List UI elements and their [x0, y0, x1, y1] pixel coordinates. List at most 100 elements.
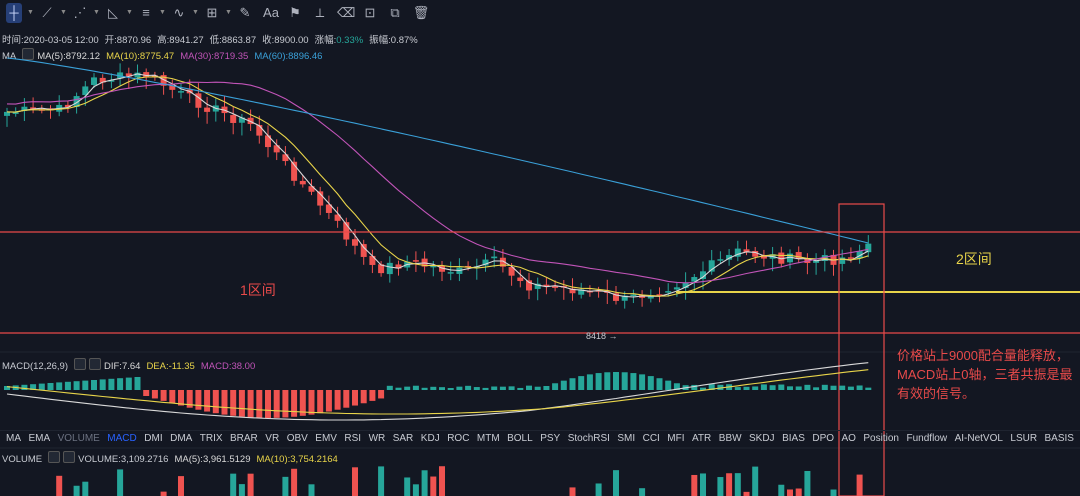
close-icon[interactable]: [63, 451, 76, 463]
tab-sar[interactable]: SAR: [392, 433, 414, 444]
settings-icon[interactable]: [48, 451, 61, 463]
brush-icon[interactable]: ✎: [239, 5, 251, 20]
tab-trix[interactable]: TRIX: [199, 433, 223, 444]
tab-ema[interactable]: EMA: [28, 433, 51, 444]
settings-icon[interactable]: [74, 358, 86, 370]
chevron-down-icon[interactable]: ▼: [60, 9, 67, 16]
tab-ma[interactable]: MA: [6, 433, 21, 444]
candle-body: [360, 244, 367, 257]
tab-macd[interactable]: MACD: [107, 433, 137, 444]
ma5-line: [6, 73, 869, 298]
candle-body: [482, 259, 489, 266]
candle-body: [691, 277, 698, 282]
tab-brar[interactable]: BRAR: [230, 433, 258, 444]
macd-histogram-bar: [404, 386, 411, 390]
tab-smi[interactable]: SMI: [617, 433, 636, 444]
trend-line-icon[interactable]: ⟋: [42, 5, 52, 20]
candle-body: [673, 287, 680, 290]
macd-histogram-bar: [621, 372, 628, 390]
macd-histogram-bar: [256, 390, 263, 418]
measure-icon[interactable]: ⊞: [206, 5, 218, 20]
tab-lsur[interactable]: LSUR: [1010, 433, 1038, 444]
candle-body: [700, 271, 706, 279]
ruler-icon[interactable]: ⟂: [315, 5, 325, 20]
candle-body: [4, 111, 10, 116]
tab-wr[interactable]: WR: [368, 433, 386, 444]
trash-icon[interactable]: 🗑: [412, 5, 430, 20]
tab-dma[interactable]: DMA: [170, 433, 193, 444]
macd-histogram-bar: [665, 380, 672, 390]
macd-histogram-bar: [178, 390, 184, 406]
tab-bbw[interactable]: BBW: [718, 433, 742, 444]
eraser-icon[interactable]: ⌫: [337, 5, 356, 20]
marker-icon[interactable]: ⚑: [289, 5, 301, 20]
close-icon[interactable]: [89, 358, 101, 370]
lines-icon[interactable]: ≡: [142, 5, 150, 20]
macd-histogram-bar: [752, 386, 759, 390]
volume-legend-label[interactable]: VOLUME: [2, 454, 43, 465]
ma-legend: MA MA(5):8792.12 MA(10):8775.47 MA(30):8719…: [2, 48, 328, 62]
tab-fundflow[interactable]: Fundflow: [906, 433, 948, 444]
tab-stochrsi[interactable]: StochRSI: [567, 433, 610, 444]
tab-volume[interactable]: VOLUME: [57, 433, 100, 444]
tab-roc[interactable]: ROC: [447, 433, 470, 444]
tab-ai-netvol[interactable]: AI-NetVOL: [954, 433, 1003, 444]
tab-obv[interactable]: OBV: [286, 433, 308, 444]
tab-mtm[interactable]: MTM: [476, 433, 500, 444]
ma-legend-label[interactable]: MA: [2, 51, 17, 62]
tab-skdj[interactable]: SKDJ: [749, 433, 775, 444]
macd-histogram-bar: [734, 387, 741, 390]
tab-cci[interactable]: CCI: [642, 433, 660, 444]
volume-bar: [595, 483, 602, 496]
macd-legend-label[interactable]: MACD(12,26,9): [2, 361, 68, 372]
text-icon[interactable]: Aa: [263, 5, 279, 20]
candle-body: [282, 154, 289, 162]
chevron-down-icon[interactable]: ▼: [27, 9, 34, 16]
triangle-icon[interactable]: ◺: [108, 5, 118, 20]
tab-basis[interactable]: BASIS: [1044, 433, 1074, 444]
lock-icon[interactable]: ⊡: [364, 5, 376, 20]
tab-emv[interactable]: EMV: [315, 433, 337, 444]
tab-dpo[interactable]: DPO: [812, 433, 835, 444]
macd-histogram-bar: [821, 384, 828, 390]
macd-histogram-bar: [230, 390, 237, 416]
volume-bar: [56, 475, 63, 496]
fib-icon[interactable]: ⋰: [73, 5, 87, 20]
volume-bar: [230, 473, 237, 496]
tab-ao[interactable]: AO: [841, 433, 856, 444]
candle-body: [99, 77, 106, 83]
chevron-down-icon[interactable]: ▼: [126, 9, 133, 16]
indicator-tab-bar: MA EMA VOLUME MACD DMI DMA TRIX BRAR VR OBV EMV RSI…: [0, 430, 1080, 449]
chevron-down-icon[interactable]: ▼: [159, 9, 166, 16]
settings-icon[interactable]: [22, 48, 35, 60]
volume-bar: [613, 470, 619, 496]
volume-bar: [421, 470, 428, 496]
macd-histogram-bar: [465, 385, 472, 390]
tab-kdj[interactable]: KDJ: [420, 433, 440, 444]
macd-histogram-bar: [430, 386, 437, 390]
chevron-down-icon[interactable]: ▼: [93, 9, 100, 16]
macd-histogram-bar: [421, 387, 428, 390]
tab-mfi[interactable]: MFI: [667, 433, 685, 444]
chevron-down-icon[interactable]: ▼: [225, 9, 232, 16]
tab-atr[interactable]: ATR: [692, 433, 712, 444]
tab-vr[interactable]: VR: [265, 433, 280, 444]
crosshair-icon[interactable]: ┼: [6, 3, 22, 23]
candle-body: [578, 289, 585, 295]
wave-icon[interactable]: ∿: [173, 5, 185, 20]
macd-histogram-bar: [343, 390, 350, 408]
ohlc-time: 时间:2020-03-05 12:00: [2, 35, 99, 46]
volume-bar: [178, 476, 184, 496]
tab-rsi[interactable]: RSI: [344, 433, 362, 444]
tab-dmi[interactable]: DMI: [144, 433, 163, 444]
macd-histogram-bar: [47, 383, 54, 390]
copy-icon[interactable]: ⧉: [390, 5, 400, 20]
volume-bar: [73, 485, 80, 496]
tab-boll[interactable]: BOLL: [507, 433, 533, 444]
tab-psy[interactable]: PSY: [540, 433, 561, 444]
tab-bias[interactable]: BIAS: [782, 433, 805, 444]
candle-body: [778, 252, 785, 264]
tab-position[interactable]: Position: [863, 433, 899, 444]
chevron-down-icon[interactable]: ▼: [192, 9, 199, 16]
